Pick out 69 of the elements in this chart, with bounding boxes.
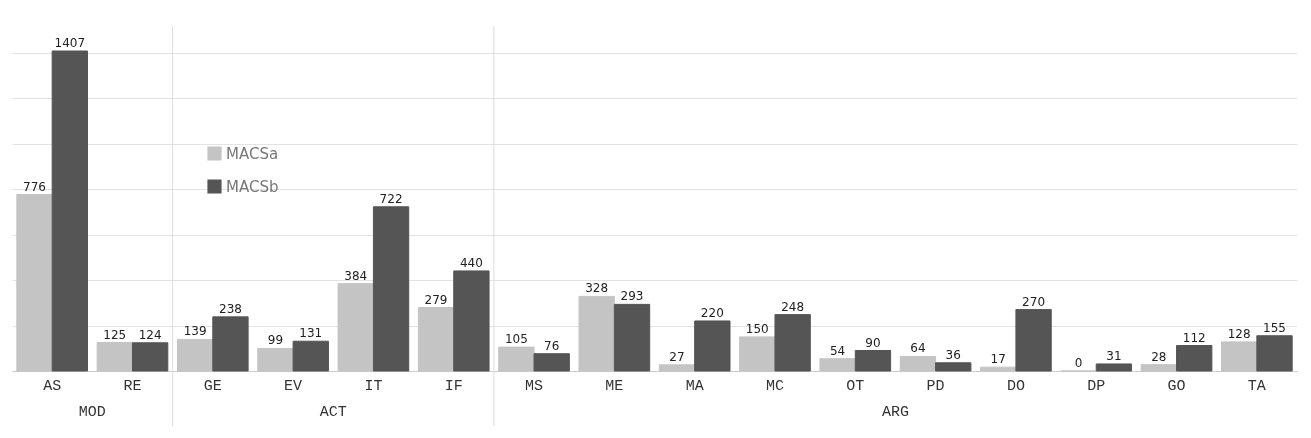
- bar: [1015, 309, 1052, 372]
- data-label: 124: [138, 327, 162, 342]
- data-label: 440: [459, 255, 483, 270]
- x-tick-label: RE: [123, 377, 142, 395]
- text: ACT: [319, 404, 347, 421]
- data-label: 27: [669, 349, 685, 364]
- data-label: 105: [504, 332, 528, 347]
- bar: [292, 340, 329, 372]
- bar: [694, 320, 731, 372]
- bar: [372, 206, 410, 372]
- bar: [854, 350, 892, 372]
- legend-label: MACSb: [226, 177, 279, 196]
- text: MOD: [78, 404, 106, 421]
- x-tick-label: OT: [846, 377, 865, 395]
- data-label: 90: [865, 335, 881, 350]
- data-label: 776: [23, 179, 46, 194]
- bar: [935, 362, 972, 372]
- bar: [533, 353, 570, 372]
- bar: [1176, 345, 1213, 372]
- data-label: 99: [267, 333, 284, 348]
- data-label: 384: [344, 268, 368, 283]
- x-tick-label: ME: [605, 377, 624, 395]
- x-tick-label: DO: [1006, 377, 1025, 395]
- bar: [131, 342, 169, 372]
- data-label: 131: [299, 326, 323, 341]
- bar: [212, 316, 249, 372]
- data-label: 76: [544, 338, 560, 353]
- data-label: 17: [990, 352, 1006, 367]
- bar: [453, 270, 490, 372]
- data-label: 220: [700, 305, 724, 320]
- x-tick-label: PD: [926, 377, 945, 395]
- x-tick-label: DP: [1087, 377, 1106, 395]
- data-label: 328: [585, 281, 609, 296]
- data-label: 139: [183, 324, 207, 339]
- data-label: 248: [781, 299, 805, 314]
- data-label: 293: [620, 289, 644, 304]
- x-tick-label: AS: [43, 377, 62, 395]
- data-label: 128: [1227, 326, 1251, 341]
- text: ARG: [881, 404, 909, 421]
- data-label: 155: [1263, 320, 1286, 335]
- bar: [1256, 335, 1293, 372]
- bar: [774, 314, 811, 372]
- bar: [1095, 363, 1133, 372]
- data-label: 64: [910, 341, 926, 356]
- x-tick-label: GO: [1167, 377, 1186, 395]
- x-tick-label: MS: [525, 377, 544, 395]
- x-tick-label: MA: [685, 377, 704, 395]
- data-label: 238: [219, 301, 242, 316]
- data-label: 150: [745, 321, 769, 336]
- x-tick-label: EV: [284, 377, 303, 395]
- data-label: 125: [103, 327, 127, 342]
- bar: [51, 50, 88, 372]
- data-label: 54: [829, 343, 846, 358]
- data-label: 28: [1151, 349, 1167, 364]
- x-tick-label: TA: [1247, 377, 1266, 395]
- data-label: 270: [1022, 294, 1046, 309]
- data-label: 279: [424, 292, 448, 307]
- bar: [613, 303, 651, 372]
- data-label: 0: [1074, 356, 1083, 370]
- x-tick-label: GE: [203, 377, 222, 395]
- x-tick-label: IF: [444, 377, 463, 395]
- data-label: 36: [945, 347, 961, 362]
- legend-label: MACSa: [226, 144, 279, 163]
- data-label: 31: [1106, 348, 1122, 363]
- data-label: 1407: [54, 36, 86, 50]
- x-tick-label: IT: [364, 377, 383, 395]
- x-tick-label: MC: [765, 377, 784, 395]
- data-label: 112: [1182, 330, 1206, 345]
- data-label: 722: [379, 191, 403, 206]
